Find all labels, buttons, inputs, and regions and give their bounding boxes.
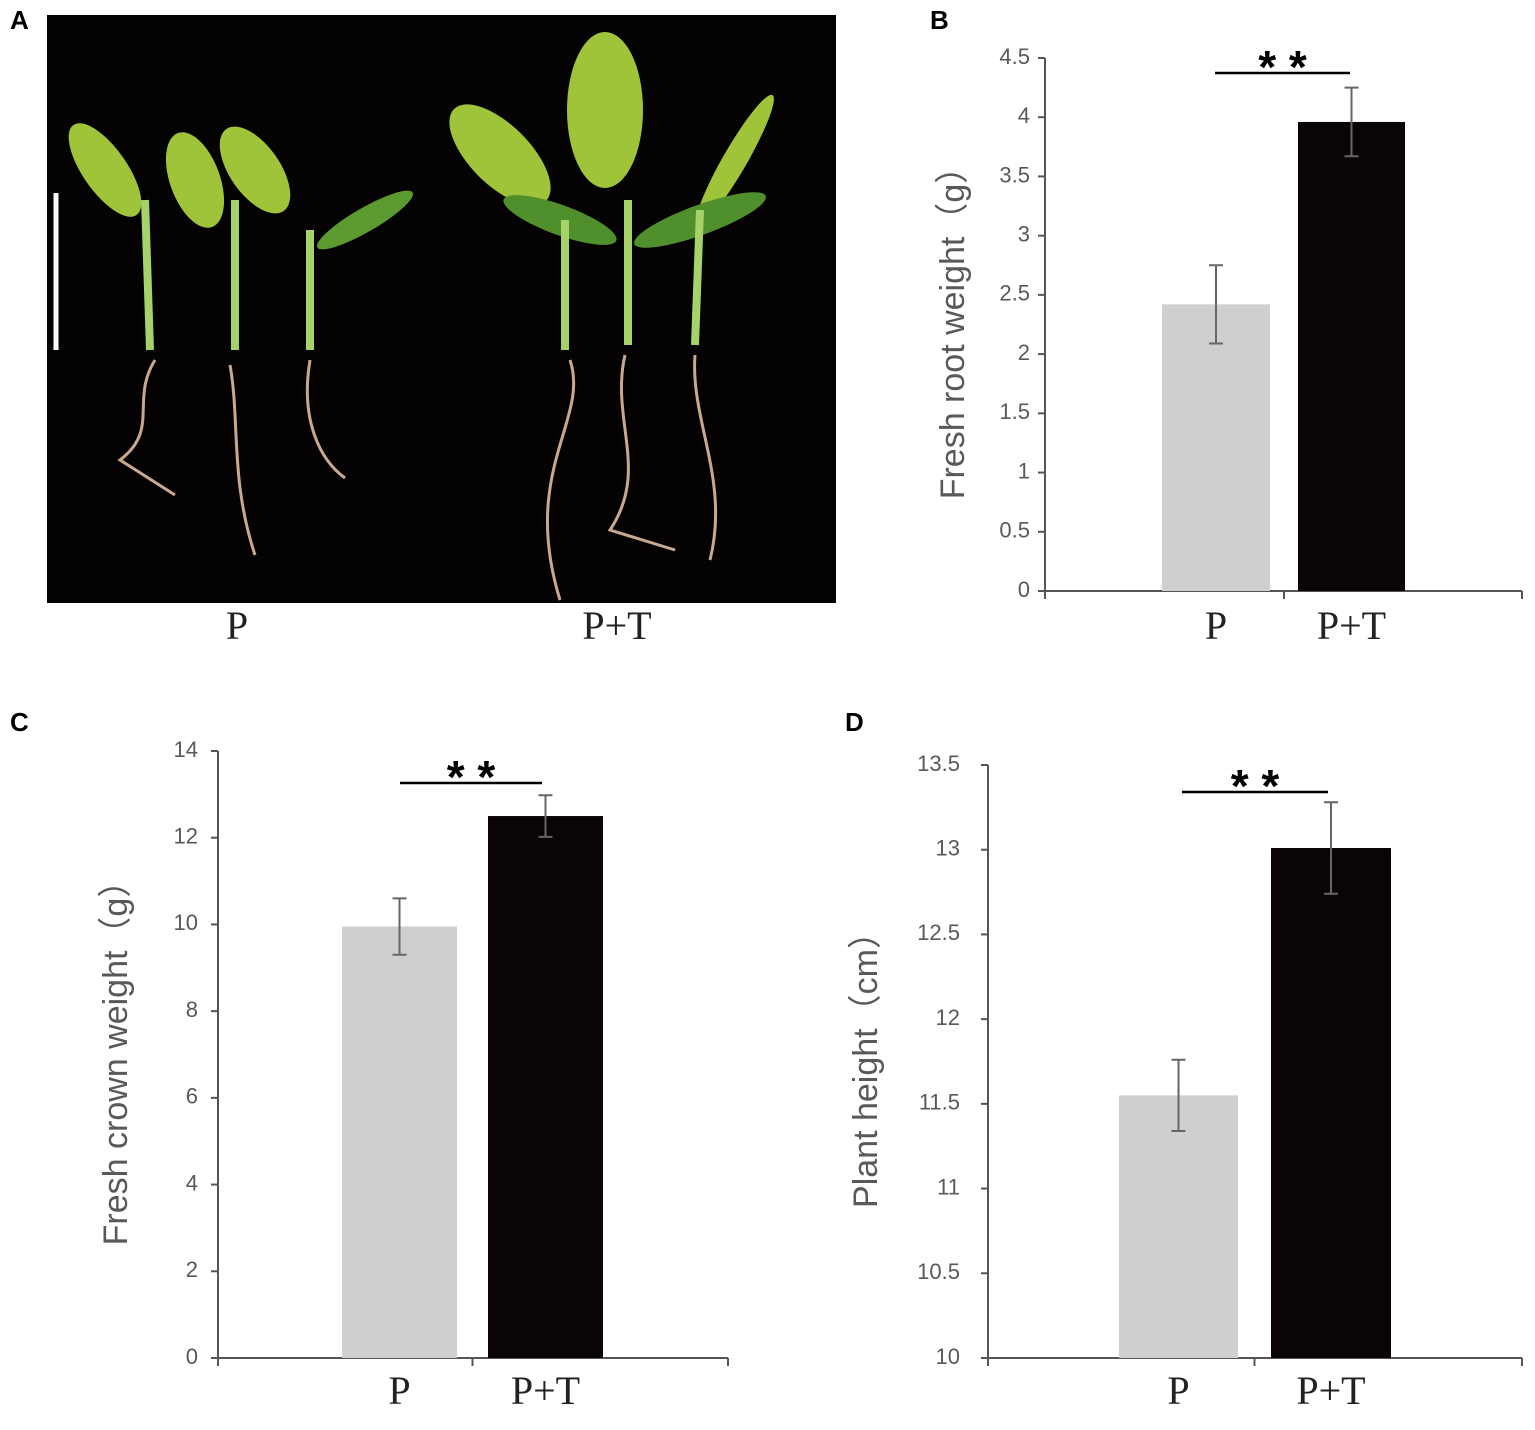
panel-label: D <box>845 707 864 737</box>
error-bar <box>1209 264 1223 345</box>
y-tick-label: 2.5 <box>999 281 1030 306</box>
photo-panel: A P P+T <box>10 5 836 648</box>
category-label: P+T <box>1317 603 1386 648</box>
significance-label: * * <box>1231 760 1280 812</box>
y-tick-label: 2 <box>186 1257 198 1282</box>
bar <box>1271 848 1391 1358</box>
panel-label: A <box>10 5 29 35</box>
y-tick-label: 10 <box>936 1344 960 1369</box>
photo-label: P+T <box>582 603 651 648</box>
y-tick-label: 4 <box>1018 103 1030 128</box>
bar <box>342 926 457 1358</box>
error-bar <box>392 897 407 956</box>
y-tick-label: 10 <box>174 910 198 935</box>
y-tick-label: 12.5 <box>917 920 960 945</box>
bar <box>488 816 603 1358</box>
panel-label: B <box>930 5 949 35</box>
error-bar <box>1344 86 1359 158</box>
error-bar <box>1324 801 1338 895</box>
category-label: P <box>1205 603 1227 648</box>
bar <box>1298 121 1405 592</box>
y-axis-label: Fresh crown weight（g） <box>97 864 135 1246</box>
error-bar <box>1171 1058 1186 1132</box>
y-tick-label: 4 <box>186 1170 198 1195</box>
y-tick-label: 2 <box>1018 340 1030 365</box>
y-tick-label: 13.5 <box>917 751 960 776</box>
stems <box>141 199 704 351</box>
photo-label: P <box>226 603 248 648</box>
y-tick-label: 4.5 <box>999 44 1030 69</box>
y-tick-label: 12 <box>174 824 198 849</box>
y-tick-label: 0 <box>1018 577 1030 602</box>
error-bar <box>538 794 553 838</box>
y-tick-label: 11.5 <box>919 1090 960 1115</box>
category-label: P+T <box>511 1368 580 1413</box>
y-tick-label: 13 <box>936 836 960 861</box>
category-label: P <box>388 1368 410 1413</box>
photo <box>47 15 836 603</box>
category-label: P <box>1167 1368 1189 1413</box>
y-axis-label: Fresh root weight（g） <box>934 150 972 500</box>
category-label: P+T <box>1296 1368 1365 1413</box>
y-tick-label: 0.5 <box>999 518 1030 543</box>
panel-label: C <box>10 707 29 737</box>
y-tick-label: 12 <box>936 1005 960 1030</box>
bar <box>1162 304 1270 591</box>
y-axis-label: Plant height（cm） <box>847 915 885 1208</box>
y-tick-label: 10.5 <box>917 1259 960 1284</box>
y-tick-label: 1 <box>1018 458 1030 483</box>
y-tick-label: 11 <box>937 1174 960 1199</box>
y-tick-label: 6 <box>186 1084 198 1109</box>
roots <box>117 354 718 601</box>
significance-label: * * <box>447 751 496 803</box>
y-tick-label: 0 <box>186 1344 198 1369</box>
y-tick-label: 1.5 <box>999 399 1030 424</box>
plants <box>68 32 774 250</box>
y-tick-label: 8 <box>186 997 198 1022</box>
significance-label: * * <box>1258 41 1307 93</box>
y-tick-label: 3 <box>1018 221 1030 246</box>
y-tick-label: 3.5 <box>999 162 1030 187</box>
bar <box>1119 1095 1238 1358</box>
y-tick-label: 14 <box>174 737 198 762</box>
